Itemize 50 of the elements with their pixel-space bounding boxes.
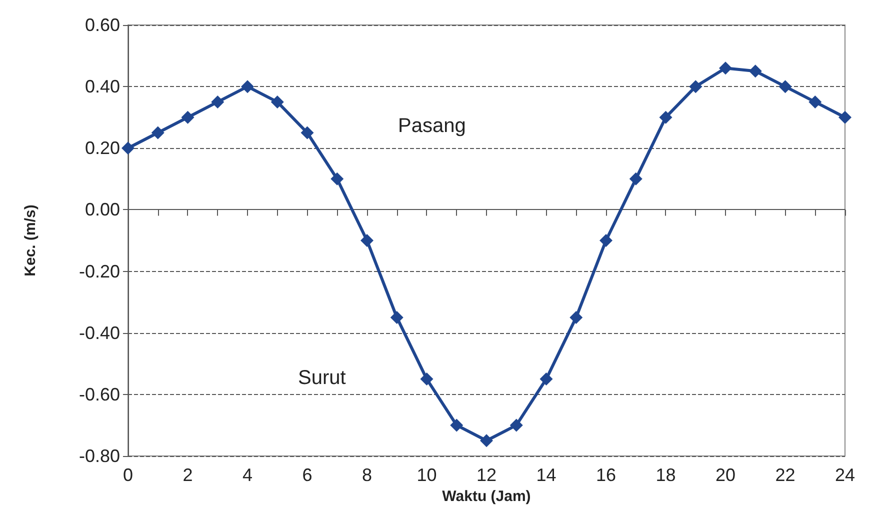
x-tick-label: 10 bbox=[416, 465, 437, 485]
x-tick-label: 0 bbox=[122, 465, 134, 485]
point bbox=[510, 418, 523, 432]
point bbox=[270, 95, 284, 108]
y-tick-label: 0.00 bbox=[84, 200, 120, 220]
point bbox=[181, 110, 194, 124]
point bbox=[360, 234, 374, 247]
x-tick-label: 14 bbox=[536, 465, 556, 485]
x-tick-label: 22 bbox=[775, 465, 796, 485]
annotation: Surut bbox=[298, 367, 346, 389]
point bbox=[420, 372, 434, 386]
x-tick-label: 24 bbox=[834, 465, 856, 485]
y-tick-label: 0.60 bbox=[84, 15, 120, 35]
point bbox=[629, 172, 642, 186]
annotation: Pasang bbox=[398, 115, 466, 137]
x-axis-title: Waktu (Jam) bbox=[442, 488, 531, 505]
point bbox=[748, 64, 762, 78]
point bbox=[390, 310, 404, 324]
x-tick-label: 2 bbox=[182, 465, 193, 485]
point bbox=[599, 234, 612, 247]
x-tick-label: 12 bbox=[476, 465, 497, 485]
y-tick-label: 0.40 bbox=[84, 76, 120, 97]
point bbox=[480, 434, 493, 448]
point bbox=[570, 310, 583, 324]
x-tick-label: 6 bbox=[302, 465, 312, 485]
point bbox=[808, 95, 822, 108]
point bbox=[330, 172, 344, 186]
point bbox=[838, 110, 852, 124]
x-tick-label: 16 bbox=[596, 465, 616, 485]
point bbox=[718, 62, 732, 75]
point bbox=[300, 126, 314, 140]
point bbox=[540, 372, 553, 386]
y-tick-label: -0.40 bbox=[78, 322, 120, 343]
point bbox=[151, 126, 164, 140]
point bbox=[778, 80, 792, 94]
y-tick-label: -0.60 bbox=[78, 384, 120, 404]
point bbox=[689, 80, 702, 94]
x-tick-label: 20 bbox=[715, 465, 736, 485]
y-axis-title: Kec. (m/s) bbox=[22, 204, 39, 276]
point bbox=[211, 95, 224, 108]
point bbox=[122, 142, 134, 155]
point bbox=[241, 80, 254, 94]
y-tick-label: -0.20 bbox=[78, 261, 120, 282]
y-tick-label: -0.80 bbox=[78, 446, 120, 466]
x-tick-label: 4 bbox=[242, 465, 253, 485]
x-tick-label: 18 bbox=[656, 465, 676, 485]
point bbox=[450, 418, 464, 432]
x-tick-label: 8 bbox=[362, 465, 372, 485]
point bbox=[659, 110, 672, 124]
y-tick-label: 0.20 bbox=[84, 138, 120, 158]
